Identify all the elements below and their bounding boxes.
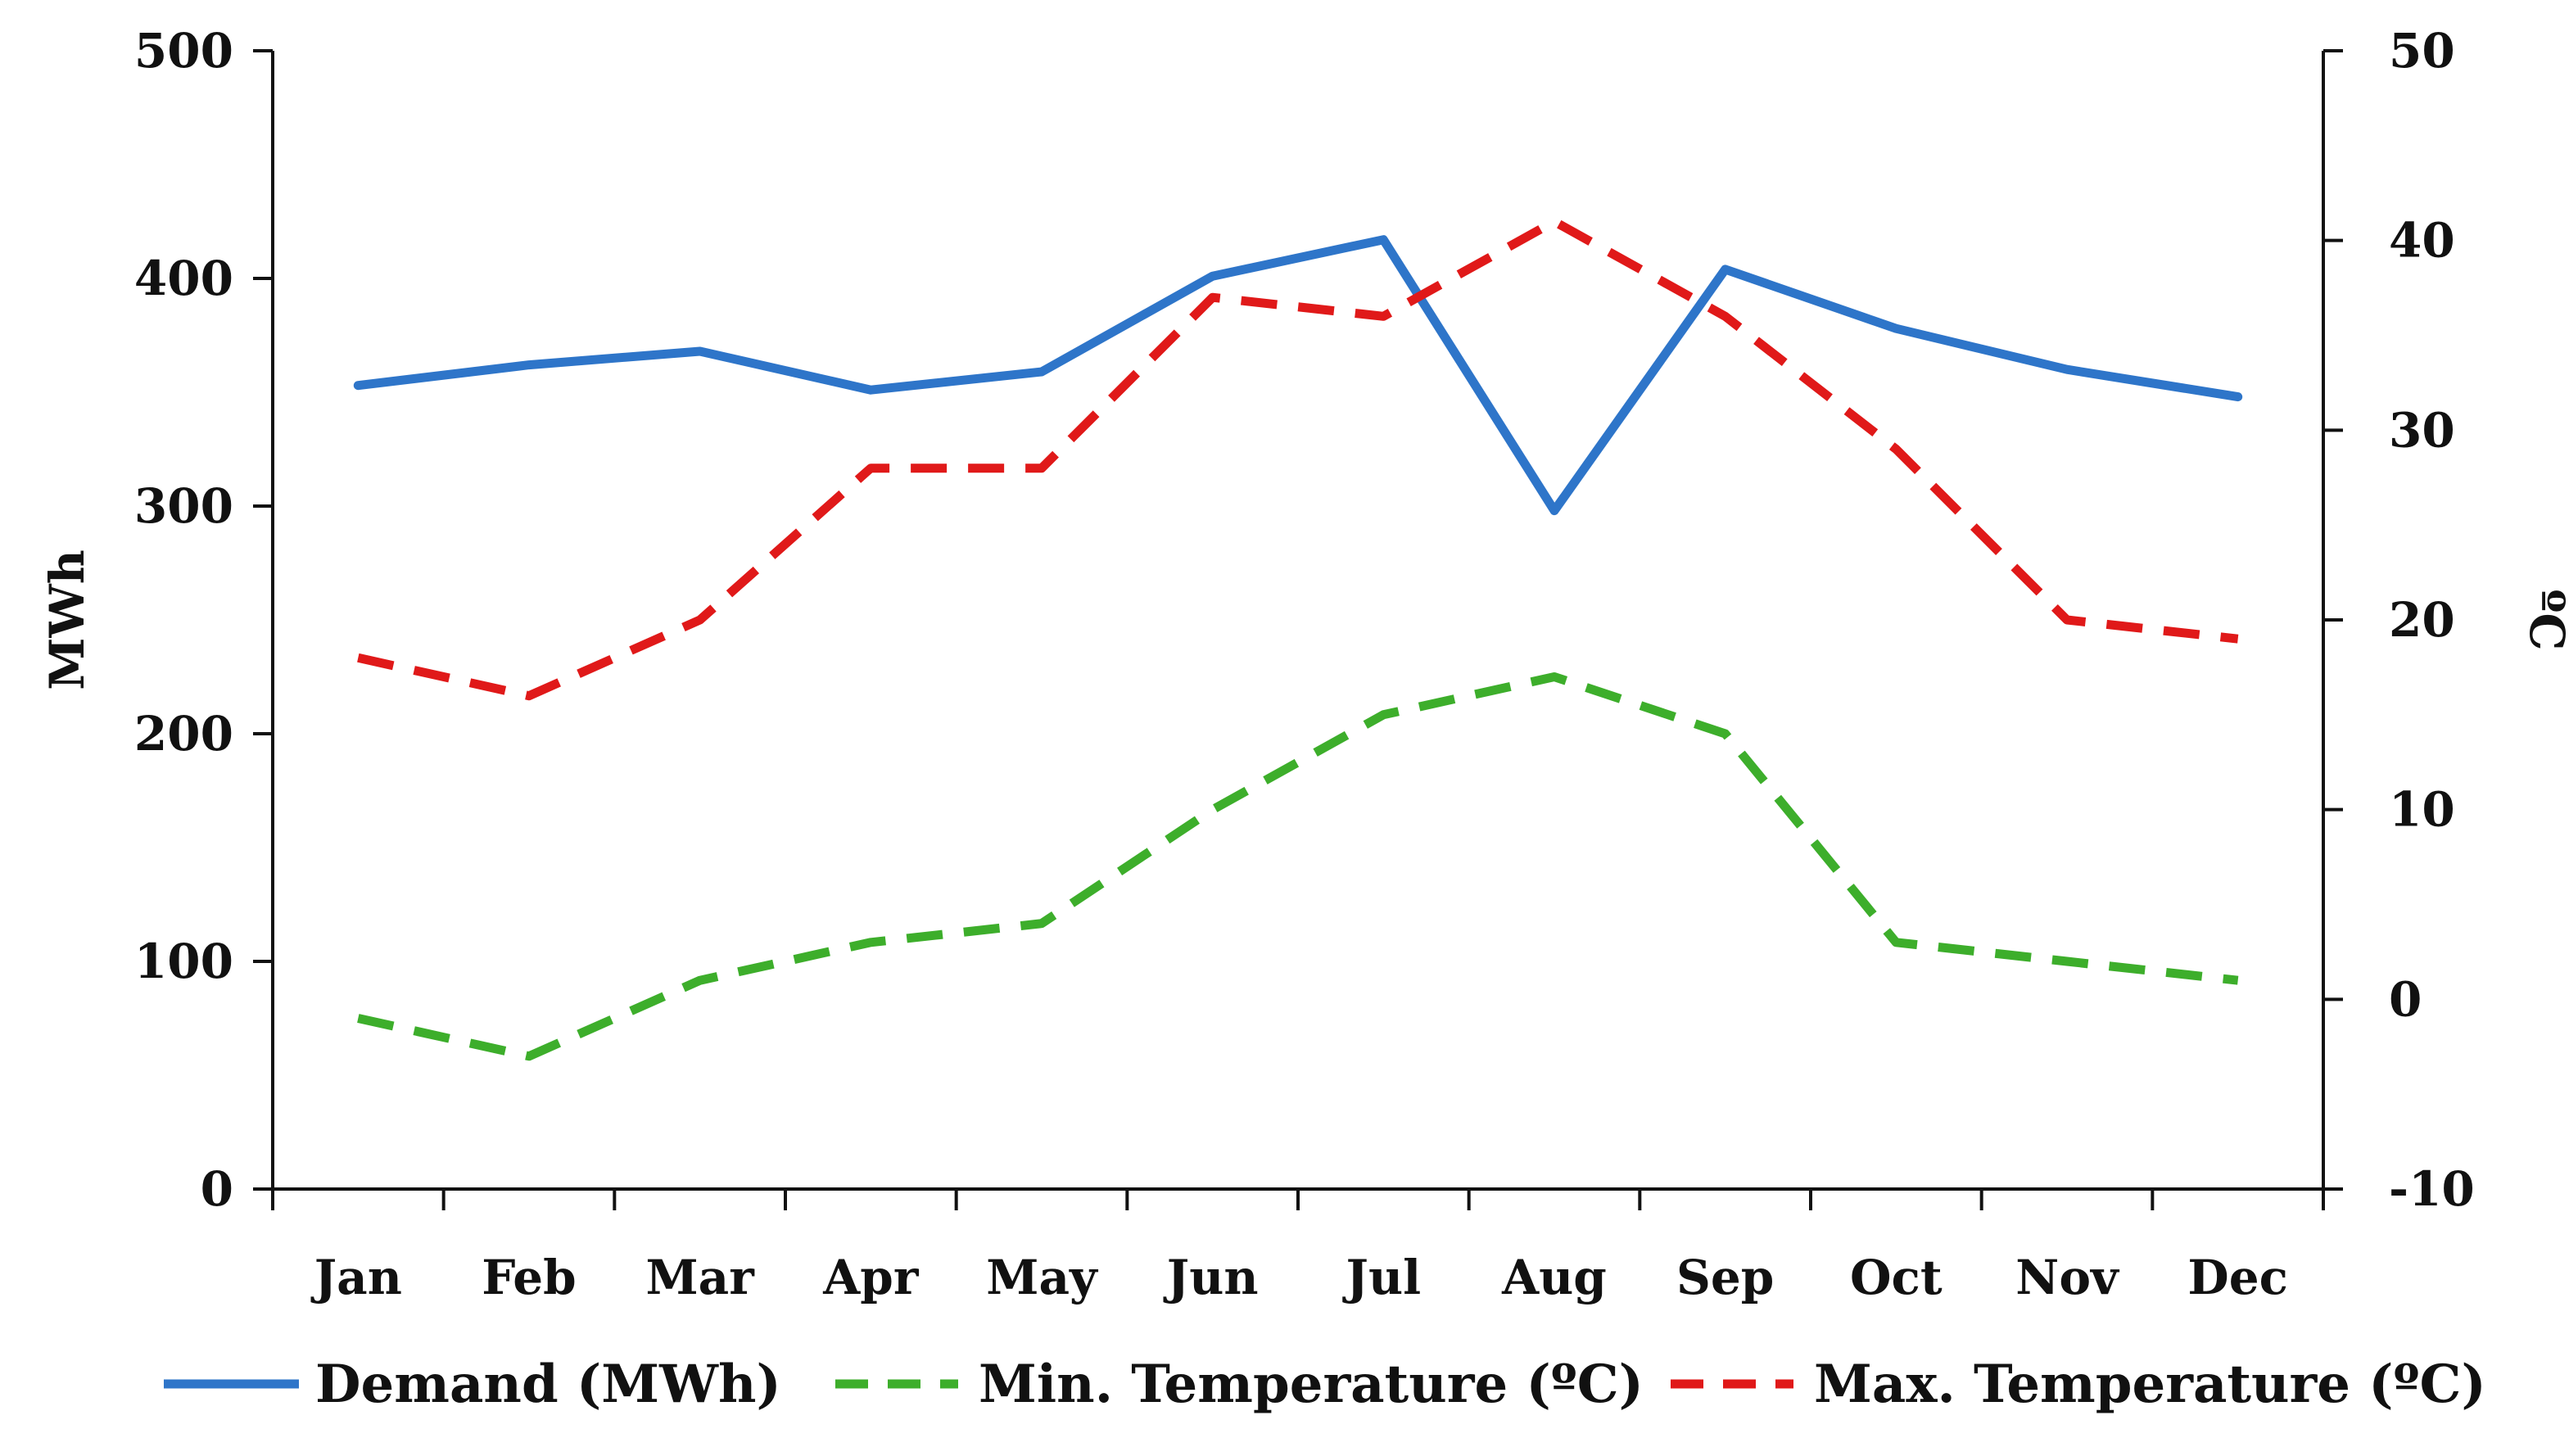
right-axis-tick-label: 0 [2389,971,2422,1027]
x-axis-tick-label: May [986,1250,1099,1305]
x-axis-tick-label: Jan [310,1250,402,1305]
x-axis-tick-label: Dec [2187,1250,2288,1305]
series-line-demand [353,235,2243,516]
axes-layer [253,49,2343,1210]
x-axis-tick-label: Aug [1501,1250,1607,1305]
right-axis-tick-label: 10 [2389,782,2455,838]
x-axis-tick-label: Feb [482,1250,576,1305]
x-axis-tick-label: Nov [2015,1250,2120,1305]
x-axis-tick-label: Apr [822,1250,920,1305]
x-axis-tick-label: Sep [1676,1250,1774,1305]
left-axis-tick-label: 100 [134,934,233,989]
legend-label-min_temp: Min. Temperature (ºC) [979,1354,1644,1415]
left-axis-tick-label: 300 [134,478,233,534]
series-line-max_temp [357,217,2239,701]
right-axis-title: ºC [2519,589,2569,650]
legend-label-max_temp: Max. Temperature (ºC) [1814,1354,2486,1415]
labels-layer: 0 100 200 300 400 500 -10 0 10 20 30 40 50 Jan Feb Mar A… [39,23,2569,1305]
x-axis-tick-label: Oct [1850,1250,1943,1305]
series-layer [353,217,2243,1061]
x-axis-tick-label: Jun [1163,1250,1259,1305]
right-axis-tick-label: -10 [2389,1161,2475,1217]
legend-label-demand: Demand (MWh) [315,1354,781,1415]
left-axis-title: MWh [39,549,95,690]
right-axis-tick-label: 30 [2389,402,2455,458]
x-axis-tick-label: Jul [1342,1250,1422,1305]
legend: Demand (MWh) Min. Temperature (ºC) Max. Te… [164,1354,2486,1415]
left-axis-tick-label: 500 [134,23,233,79]
left-axis-tick-label: 200 [134,706,233,762]
right-axis-tick-label: 40 [2389,213,2455,269]
left-axis-tick-label: 0 [201,1161,233,1217]
x-axis-tick-label: Mar [645,1250,755,1305]
right-axis-tick-label: 50 [2389,23,2455,79]
left-axis-tick-label: 400 [134,251,233,306]
series-line-min_temp [357,672,2239,1061]
right-axis-tick-label: 20 [2389,592,2455,648]
